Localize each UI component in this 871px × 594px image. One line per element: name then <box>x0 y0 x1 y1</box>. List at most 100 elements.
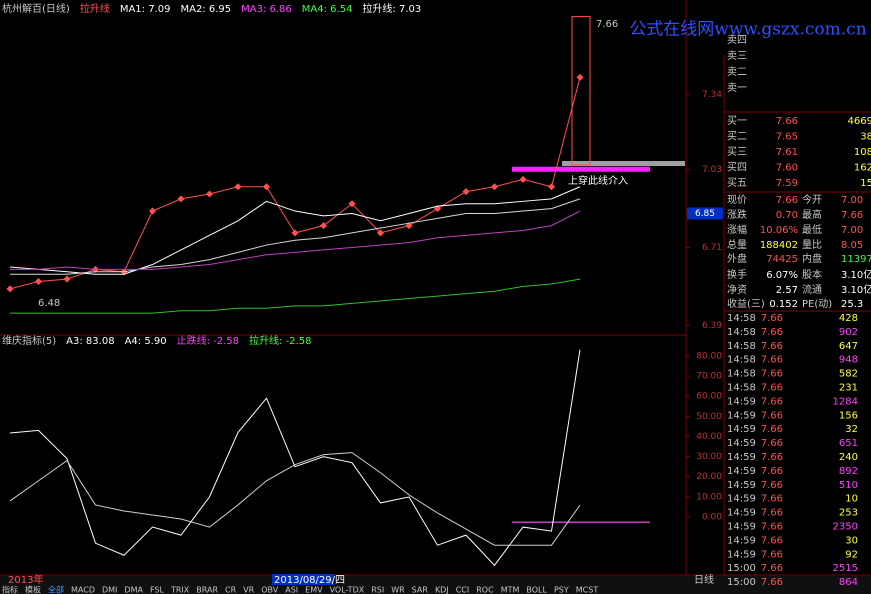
indicator-tab[interactable]: DMI <box>102 586 117 594</box>
indicator-tab[interactable]: 指标 <box>2 585 18 594</box>
indicator-tab[interactable]: VOL-TDX <box>330 586 365 594</box>
book-label: 买五 <box>727 177 747 189</box>
indicator-tab[interactable]: VR <box>243 586 254 594</box>
tick-price: 7.66 <box>761 383 783 394</box>
tick-volume: 428 <box>839 313 858 324</box>
tick-price: 7.66 <box>761 327 783 338</box>
quote-label: 流通 <box>802 283 822 296</box>
book-price: 7.65 <box>776 132 798 143</box>
indicator-tab[interactable]: MTM <box>501 586 520 594</box>
indicator-tab[interactable]: PSY <box>554 586 569 594</box>
indicator-tab[interactable]: BRAR <box>196 586 218 594</box>
tick-price: 7.66 <box>761 410 783 421</box>
legend-entry: 杭州解百(日线) <box>2 2 70 15</box>
quote-label: 量比 <box>802 239 822 251</box>
indicator-tab[interactable]: RSI <box>371 586 384 594</box>
indicator-tab[interactable]: 模板 <box>25 585 41 594</box>
quote-label: 涨幅 <box>727 223 747 236</box>
quote-label: 现价 <box>727 194 747 206</box>
legend-entry: 拉升线 <box>80 2 110 15</box>
indicator-tab[interactable]: EMV <box>305 586 323 594</box>
indicator-tab[interactable]: TRIX <box>170 586 190 594</box>
indicator-tab[interactable]: SAR <box>412 586 429 594</box>
tick-volume: 30 <box>845 535 858 546</box>
tick-time: 14:59 <box>727 452 756 463</box>
tick-time: 14:59 <box>727 396 756 407</box>
indicator-tab[interactable]: ASI <box>285 586 298 594</box>
level-bar <box>512 166 650 172</box>
y-tick-label: 50.00 <box>696 412 722 422</box>
quote-value: 7.00 <box>841 225 863 236</box>
indicator-tab[interactable]: DMA <box>124 586 143 594</box>
series-line <box>9 186 581 275</box>
quote-label: 收益(三) <box>727 297 765 310</box>
legend-entry: 止跌线: -2.58 <box>177 334 239 347</box>
book-label: 卖四 <box>727 34 747 46</box>
indicator-tab[interactable]: MACD <box>71 586 95 594</box>
indicator-tab[interactable]: BOLL <box>526 586 547 594</box>
tick-price: 7.66 <box>761 508 783 519</box>
tick-volume: 647 <box>839 341 858 352</box>
series-marker <box>63 275 71 283</box>
annotation: 上穿此线介入 <box>568 174 628 187</box>
book-price: 7.60 <box>776 163 798 174</box>
book-volume: 38 <box>860 132 871 143</box>
y-tick-label: 10.00 <box>696 492 722 502</box>
quote-label: 外盘 <box>727 252 747 265</box>
quote-value: 7.66 <box>841 210 863 221</box>
quote-value: 188402 <box>760 240 798 251</box>
tick-volume: 10 <box>845 494 858 505</box>
quote-label: 总量 <box>727 238 747 251</box>
quote-label: 最高 <box>802 208 822 221</box>
annotation: 7.66 <box>596 19 618 30</box>
cursor-box <box>687 207 723 220</box>
indicator-tab[interactable]: KDJ <box>435 586 449 594</box>
indicator-tab[interactable]: CCI <box>456 586 470 594</box>
book-label: 卖二 <box>727 66 747 78</box>
y-tick-label: 7.03 <box>702 165 722 175</box>
y-tick-label: 0.00 <box>702 513 722 523</box>
tick-price: 7.66 <box>761 452 783 463</box>
indicator-tab[interactable]: ROC <box>476 586 494 594</box>
tick-time: 14:58 <box>727 383 756 394</box>
tick-price: 7.66 <box>761 438 783 449</box>
date-label: 2013/08/29/四 <box>274 575 345 586</box>
series-line <box>10 198 581 275</box>
book-label: 卖三 <box>727 50 747 62</box>
legend-entry: MA2: 6.95 <box>180 4 231 15</box>
tick-price: 7.66 <box>761 480 783 491</box>
quote-value: 3.10亿 <box>841 283 871 296</box>
book-label: 卖一 <box>727 82 747 94</box>
series-marker <box>519 175 527 183</box>
indicator-tab[interactable]: CR <box>225 586 237 594</box>
quote-label: 内盘 <box>802 252 822 265</box>
tick-time: 14:58 <box>727 369 756 380</box>
quote-value: 0.152 <box>769 299 798 310</box>
indicator-tab[interactable]: MCST <box>576 586 599 594</box>
watermark: 公式在线网www.gszx.com.cn <box>629 20 866 40</box>
tick-volume: 2350 <box>833 522 858 533</box>
series-line <box>10 210 581 270</box>
quote-value: 2.57 <box>776 285 798 296</box>
tick-time: 14:59 <box>727 424 756 435</box>
series-line <box>9 452 581 546</box>
legend-entry: 拉升线: -2.58 <box>249 334 311 347</box>
tick-time: 14:58 <box>727 341 756 352</box>
tick-time: 14:59 <box>727 535 756 546</box>
indicator-tab[interactable]: WR <box>391 586 405 594</box>
quote-value: 10.06% <box>760 225 798 236</box>
book-label: 买三 <box>727 146 747 158</box>
series-marker <box>319 222 328 230</box>
date-box <box>272 574 334 585</box>
y-tick-label: 20.00 <box>696 472 722 482</box>
indicator-tab[interactable]: OBV <box>261 586 279 594</box>
legend-entry: MA4: 6.54 <box>302 4 353 15</box>
indicator-tab[interactable]: FSL <box>150 586 165 594</box>
y-tick-label: 80.00 <box>696 351 722 361</box>
legend-entry: 维庆指标(5) <box>2 334 56 347</box>
legend-entry: A3: 83.08 <box>66 336 114 347</box>
tick-volume: 510 <box>839 480 858 491</box>
quote-value: 7.66 <box>776 195 798 206</box>
indicator-tab[interactable]: 全部 <box>48 585 64 594</box>
